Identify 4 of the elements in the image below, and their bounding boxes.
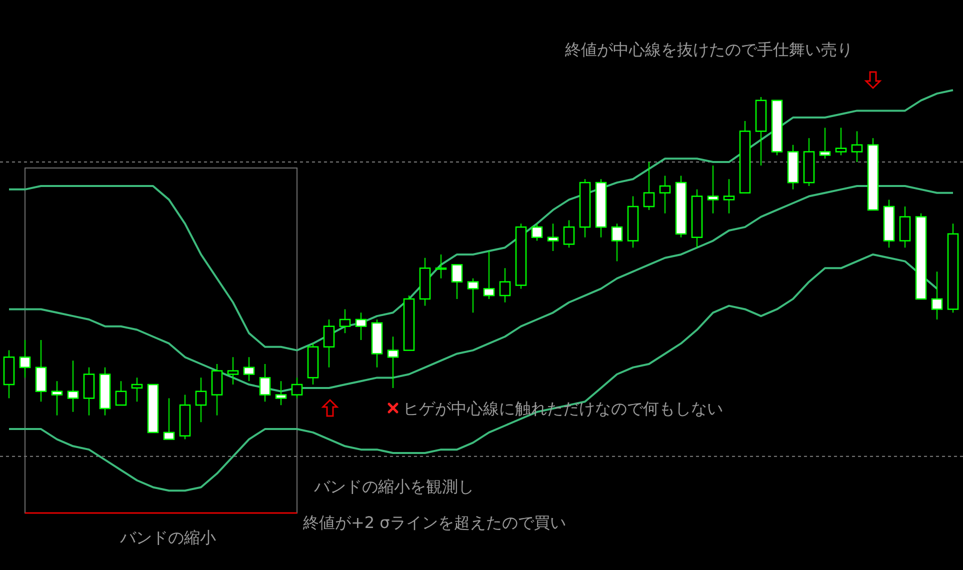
text: バンドの縮小	[119, 528, 216, 547]
text: 終値が+2 σラインを超えたので買い	[302, 513, 566, 532]
text: 終値が中心線を抜けたので手仕舞い売り	[564, 40, 853, 59]
text: バンドの縮小を観測し	[313, 477, 474, 496]
